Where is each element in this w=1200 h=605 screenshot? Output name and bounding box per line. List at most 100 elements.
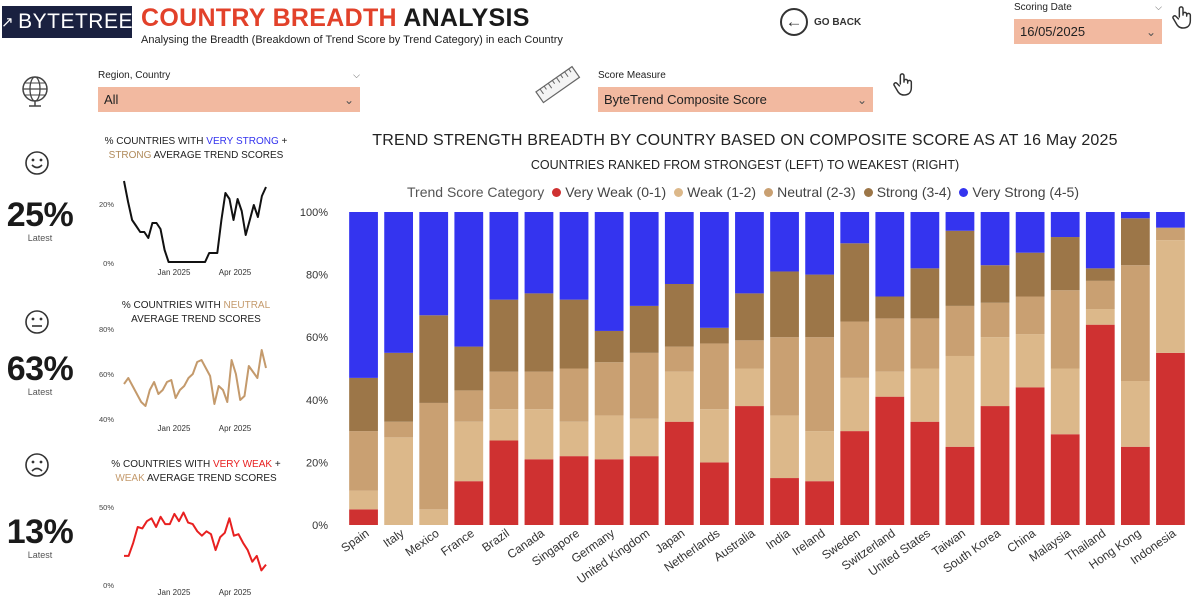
- bar-segment[interactable]: [840, 431, 870, 525]
- bar-segment[interactable]: [1120, 446, 1150, 525]
- bar-segment[interactable]: [735, 293, 764, 341]
- bar-segment[interactable]: [419, 402, 449, 510]
- bar-segment[interactable]: [840, 212, 870, 244]
- bar-segment[interactable]: [840, 243, 870, 322]
- bar-segment[interactable]: [489, 212, 519, 300]
- bar-segment[interactable]: [664, 212, 694, 284]
- bar-segment[interactable]: [594, 330, 624, 363]
- legend-item[interactable]: Very Weak (0-1): [552, 184, 666, 200]
- bar-segment[interactable]: [349, 490, 378, 510]
- bar-segment[interactable]: [1085, 324, 1115, 525]
- bar-segment[interactable]: [349, 509, 378, 525]
- bar-segment[interactable]: [945, 305, 975, 356]
- bar-segment[interactable]: [454, 212, 484, 347]
- bar-segment[interactable]: [840, 377, 870, 432]
- bar-segment[interactable]: [699, 343, 729, 410]
- bar-segment[interactable]: [664, 346, 694, 372]
- bar-segment[interactable]: [559, 456, 589, 525]
- bar-segment[interactable]: [594, 459, 624, 525]
- bar-segment[interactable]: [1156, 240, 1185, 353]
- bar-segment[interactable]: [524, 293, 554, 372]
- bar-segment[interactable]: [910, 268, 940, 319]
- bar-segment[interactable]: [629, 418, 659, 457]
- bar-segment[interactable]: [1015, 387, 1045, 525]
- score-measure-slicer[interactable]: Score Measure ByteTrend Composite Score …: [598, 68, 873, 112]
- bar-segment[interactable]: [770, 337, 799, 416]
- bar-segment[interactable]: [910, 421, 940, 525]
- bar-segment[interactable]: [524, 459, 554, 525]
- bar-segment[interactable]: [489, 409, 519, 441]
- bar-segment[interactable]: [805, 274, 835, 338]
- bar-segment[interactable]: [805, 212, 835, 275]
- bar-segment[interactable]: [594, 415, 624, 460]
- bar-segment[interactable]: [1120, 381, 1150, 447]
- bar-segment[interactable]: [875, 318, 905, 372]
- scoring-date-dropdown[interactable]: 16/05/2025 ⌄: [1014, 19, 1162, 44]
- bar-segment[interactable]: [1156, 352, 1185, 525]
- bar-segment[interactable]: [629, 305, 659, 353]
- bar-segment[interactable]: [770, 415, 799, 479]
- go-back-button[interactable]: ← GO BACK: [780, 8, 861, 36]
- bar-segment[interactable]: [664, 283, 694, 347]
- bar-segment[interactable]: [419, 509, 449, 525]
- bar-segment[interactable]: [1085, 212, 1115, 269]
- bar-segment[interactable]: [699, 409, 729, 463]
- bar-segment[interactable]: [384, 212, 414, 353]
- hand-pointer-icon[interactable]: [893, 72, 915, 96]
- bar-segment[interactable]: [559, 368, 589, 422]
- bar-segment[interactable]: [454, 390, 484, 422]
- bar-segment[interactable]: [1050, 434, 1080, 525]
- score-measure-dropdown[interactable]: ByteTrend Composite Score ⌄: [598, 87, 873, 112]
- bar-segment[interactable]: [559, 421, 589, 457]
- bar-segment[interactable]: [384, 437, 414, 525]
- bar-segment[interactable]: [910, 368, 940, 422]
- bar-segment[interactable]: [875, 212, 905, 297]
- bar-segment[interactable]: [875, 296, 905, 319]
- bar-segment[interactable]: [980, 302, 1010, 338]
- bar-segment[interactable]: [945, 212, 975, 231]
- bar-segment[interactable]: [805, 481, 835, 525]
- bar-segment[interactable]: [770, 478, 799, 525]
- bar-segment[interactable]: [419, 212, 449, 316]
- legend-item[interactable]: Very Strong (4-5): [959, 184, 1079, 200]
- bar-segment[interactable]: [980, 265, 1010, 303]
- bar-segment[interactable]: [699, 462, 729, 525]
- bar-segment[interactable]: [980, 212, 1010, 266]
- bar-segment[interactable]: [559, 299, 589, 369]
- bar-segment[interactable]: [664, 371, 694, 422]
- bar-segment[interactable]: [349, 212, 378, 378]
- bar-segment[interactable]: [1156, 227, 1185, 241]
- bar-segment[interactable]: [1015, 296, 1045, 335]
- bar-segment[interactable]: [384, 421, 414, 438]
- bar-segment[interactable]: [980, 337, 1010, 407]
- bar-segment[interactable]: [524, 409, 554, 460]
- bar-segment[interactable]: [1050, 212, 1080, 238]
- bar-segment[interactable]: [454, 421, 484, 482]
- bar-segment[interactable]: [1085, 268, 1115, 281]
- bar-segment[interactable]: [840, 321, 870, 378]
- bar-segment[interactable]: [1050, 368, 1080, 435]
- bar-segment[interactable]: [559, 212, 589, 300]
- bar-segment[interactable]: [735, 406, 764, 525]
- bar-segment[interactable]: [770, 271, 799, 338]
- legend-item[interactable]: Neutral (2-3): [764, 184, 856, 200]
- bar-segment[interactable]: [945, 230, 975, 306]
- bar-segment[interactable]: [489, 371, 519, 410]
- bar-segment[interactable]: [1015, 334, 1045, 388]
- bar-segment[interactable]: [1120, 218, 1150, 266]
- bar-segment[interactable]: [1156, 212, 1185, 228]
- bar-segment[interactable]: [1120, 265, 1150, 382]
- bar-segment[interactable]: [524, 371, 554, 410]
- bar-segment[interactable]: [594, 212, 624, 331]
- hand-pointer-icon[interactable]: [1172, 5, 1194, 29]
- bar-segment[interactable]: [594, 362, 624, 416]
- bar-segment[interactable]: [735, 340, 764, 369]
- bar-segment[interactable]: [454, 481, 484, 525]
- bar-segment[interactable]: [419, 315, 449, 403]
- bar-segment[interactable]: [699, 327, 729, 344]
- bar-segment[interactable]: [805, 431, 835, 482]
- bar-segment[interactable]: [349, 431, 378, 491]
- bar-segment[interactable]: [384, 352, 414, 422]
- bar-segment[interactable]: [629, 456, 659, 525]
- bar-segment[interactable]: [910, 212, 940, 269]
